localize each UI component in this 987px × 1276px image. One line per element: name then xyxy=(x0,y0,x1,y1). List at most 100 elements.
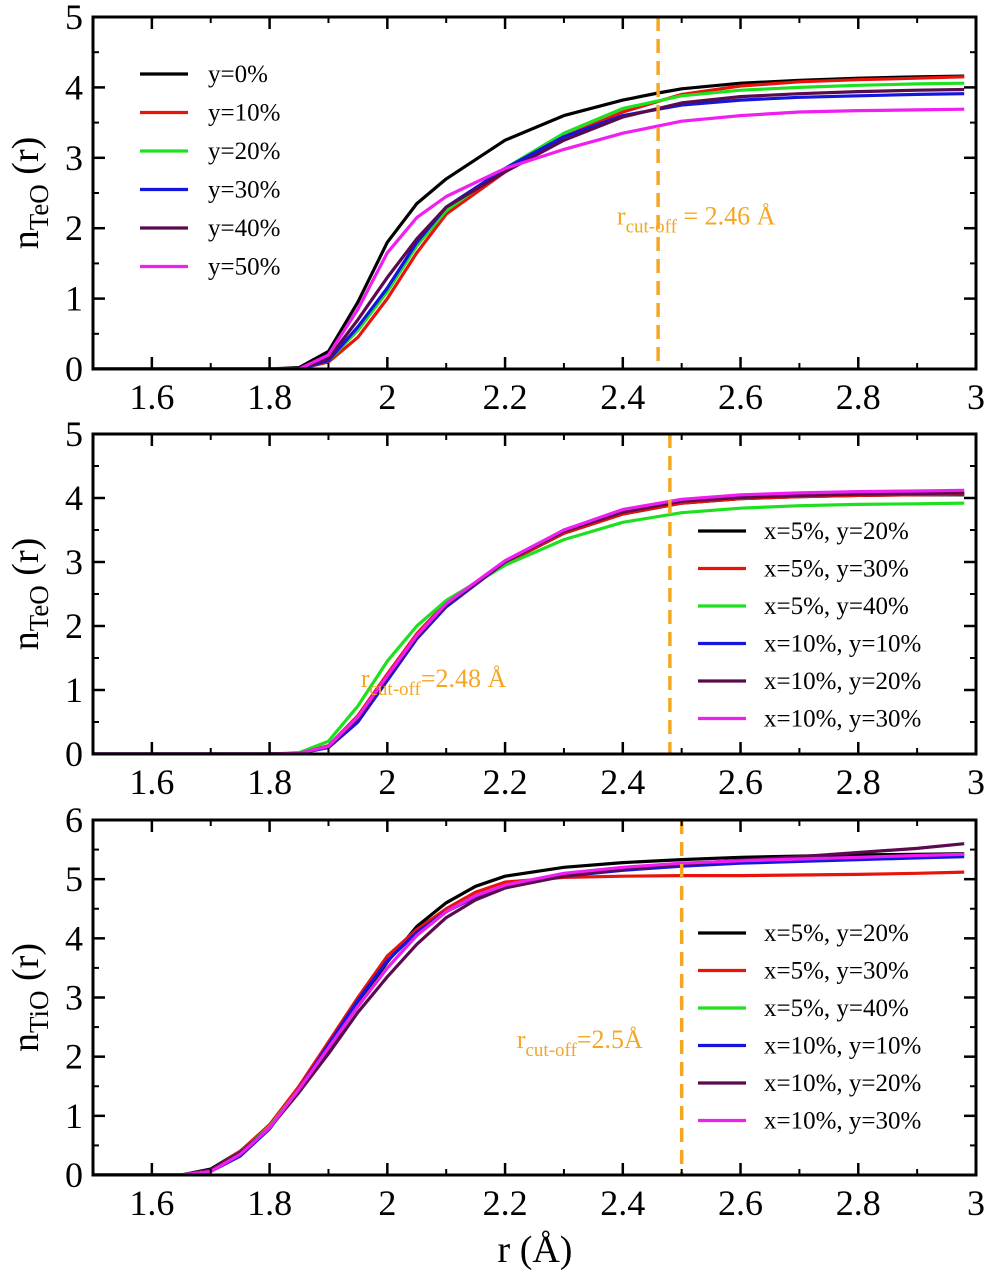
y-axis-title-sub: TeO xyxy=(24,585,54,631)
legend-label-2: x=5%, y=40% xyxy=(764,593,909,620)
x-tick-label: 2 xyxy=(378,1183,396,1223)
y-tick-label: 2 xyxy=(65,606,83,646)
legend: x=5%, y=20% x=5%, y=30% x=5%, y=40% x=10%, … xyxy=(698,518,921,733)
legend-label-4: x=10%, y=20% xyxy=(764,668,921,695)
legend-label-5: x=10%, y=30% xyxy=(764,1108,921,1135)
x-tick-label: 2.6 xyxy=(718,377,763,417)
legend-label-4: y=40% xyxy=(208,215,280,242)
cutoff-annotation-value: =2.5Å xyxy=(577,1025,643,1054)
y-tick-label: 3 xyxy=(65,542,83,582)
series-group xyxy=(93,74,965,369)
legend-label-5: y=50% xyxy=(208,254,280,281)
x-tick-label: 2.6 xyxy=(718,762,763,802)
y-tick-label: 2 xyxy=(65,1037,83,1077)
legend-label-2: y=20% xyxy=(208,138,280,165)
y-axis-title: nTiO (r) xyxy=(5,943,54,1052)
y-axis-title-base: n xyxy=(5,631,47,650)
y-tick-label: 2 xyxy=(65,208,83,248)
x-axis-title: r (Å) xyxy=(498,1229,573,1271)
x-tick-label: 2.8 xyxy=(836,1183,881,1223)
legend-label-4: x=10%, y=20% xyxy=(764,1070,921,1097)
x-tick-label: 2.2 xyxy=(483,762,528,802)
legend-label-5: x=10%, y=30% xyxy=(764,706,921,733)
legend-label-3: y=30% xyxy=(208,177,280,204)
y-axis-title-suffix: (r) xyxy=(5,137,47,184)
x-tick-label: 3 xyxy=(967,762,985,802)
series-line-5 xyxy=(93,107,965,369)
cutoff-annotation: rcut-off=2.5Å xyxy=(517,1025,643,1061)
x-tick-label: 2.8 xyxy=(836,377,881,417)
x-tick-label: 2.2 xyxy=(483,1183,528,1223)
y-axis-title-suffix: (r) xyxy=(5,943,47,990)
x-tick-label: 2.8 xyxy=(836,762,881,802)
x-tick-label: 1.8 xyxy=(247,762,292,802)
series-line-5 xyxy=(93,488,965,754)
y-tick-label: 1 xyxy=(65,670,83,710)
y-tick-label: 3 xyxy=(65,978,83,1018)
legend-label-0: x=5%, y=20% xyxy=(764,920,909,947)
legend-label-0: y=0% xyxy=(208,61,268,88)
legend-label-1: x=5%, y=30% xyxy=(764,556,909,583)
series-group xyxy=(93,488,965,754)
x-tick-label: 2 xyxy=(378,377,396,417)
x-tick-label: 1.8 xyxy=(247,377,292,417)
y-tick-label: 3 xyxy=(65,138,83,178)
y-axis-title-suffix: (r) xyxy=(5,538,47,585)
y-tick-label: 5 xyxy=(65,0,83,37)
legend: y=0% y=10% y=20% y=30% y=40% y=50% xyxy=(140,61,280,281)
y-tick-label: 6 xyxy=(65,800,83,840)
x-tick-label: 1.6 xyxy=(129,762,174,802)
panel-top-nTeO: 1.6 1.8 2 2.2 2.4 2.6 2.8 3 0 1 2 3 4 5 nTeO (r) rcut-o… xyxy=(5,0,985,417)
y-tick-label: 5 xyxy=(65,414,83,454)
y-axis-title-sub: TeO xyxy=(24,184,54,230)
y-tick-label: 0 xyxy=(65,734,83,774)
legend-label-1: y=10% xyxy=(208,100,280,127)
legend-label-2: x=5%, y=40% xyxy=(764,995,909,1022)
y-axis-title-base: n xyxy=(5,1033,47,1052)
y-tick-label: 4 xyxy=(65,918,83,958)
series-group xyxy=(93,842,965,1175)
series-line-3 xyxy=(93,92,965,369)
x-tick-label: 3 xyxy=(967,377,985,417)
x-tick-label: 2 xyxy=(378,762,396,802)
cutoff-annotation-value: = 2.46 Å xyxy=(677,202,776,231)
panel-bottom-nTiO: 1.6 1.8 2 2.2 2.4 2.6 2.8 3 0 1 2 3 4 5 6 nTiO (r) rcut-… xyxy=(5,800,985,1223)
y-axis-title-sub: TiO xyxy=(24,990,54,1033)
x-tick-label: 2.4 xyxy=(600,377,645,417)
x-tick-label: 1.8 xyxy=(247,1183,292,1223)
cutoff-annotation-sub: cut-off xyxy=(370,679,422,700)
x-tick-label: 2.2 xyxy=(483,377,528,417)
y-tick-label: 4 xyxy=(65,67,83,107)
legend-label-3: x=10%, y=10% xyxy=(764,1033,921,1060)
y-tick-label: 4 xyxy=(65,478,83,518)
cutoff-annotation-base: r xyxy=(517,1025,526,1054)
y-tick-label: 1 xyxy=(65,279,83,319)
cutoff-annotation-sub: cut-off xyxy=(626,217,678,238)
panel-middle-nTeO: 1.6 1.8 2 2.2 2.4 2.6 2.8 3 0 1 2 3 4 5 nTeO (r) rcut-o… xyxy=(5,414,985,802)
legend-label-3: x=10%, y=10% xyxy=(764,631,921,658)
y-tick-label: 0 xyxy=(65,1155,83,1195)
cutoff-annotation-base: r xyxy=(617,202,626,231)
x-tick-label: 1.6 xyxy=(129,1183,174,1223)
cutoff-annotation-value: =2.48 Å xyxy=(421,664,507,693)
x-tick-label: 2.4 xyxy=(600,762,645,802)
legend: x=5%, y=20% x=5%, y=30% x=5%, y=40% x=10%, … xyxy=(698,920,921,1135)
x-tick-label: 2.6 xyxy=(718,1183,763,1223)
series-line-4 xyxy=(93,87,965,369)
cutoff-annotation-base: r xyxy=(361,664,370,693)
y-axis-title-base: n xyxy=(5,230,47,249)
y-tick-label: 5 xyxy=(65,859,83,899)
x-tick-label: 3 xyxy=(967,1183,985,1223)
y-tick-label: 1 xyxy=(65,1096,83,1136)
legend-label-0: x=5%, y=20% xyxy=(764,518,909,545)
y-axis-title: nTeO (r) xyxy=(5,538,54,651)
x-tick-label: 1.6 xyxy=(129,377,174,417)
cutoff-annotation: rcut-off=2.48 Å xyxy=(361,664,507,700)
series-line-5 xyxy=(93,852,965,1175)
x-tick-label: 2.4 xyxy=(600,1183,645,1223)
series-line-2 xyxy=(93,501,965,754)
y-tick-label: 0 xyxy=(65,349,83,389)
cutoff-annotation-sub: cut-off xyxy=(526,1040,578,1061)
legend-label-1: x=5%, y=30% xyxy=(764,958,909,985)
